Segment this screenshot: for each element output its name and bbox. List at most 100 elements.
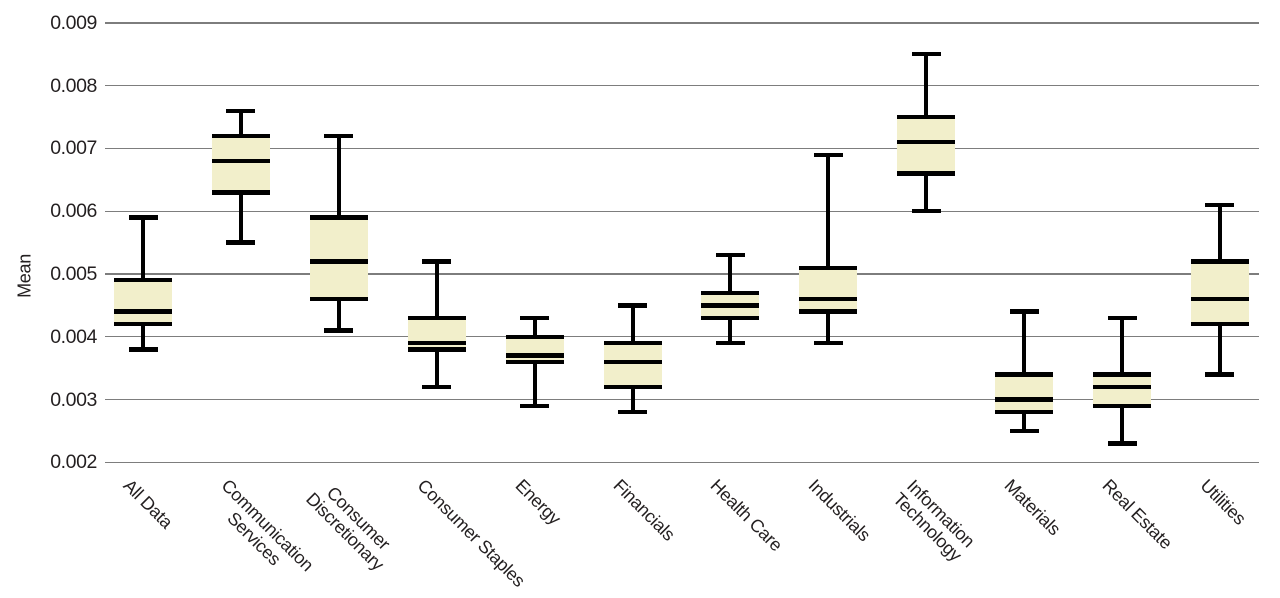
x-tick-label: Information Technology <box>889 475 979 566</box>
x-tick-label: Utilities <box>1196 475 1250 529</box>
box-iqr <box>995 374 1054 413</box>
box-bottom-edge <box>897 171 956 176</box>
median-line <box>995 397 1054 402</box>
box-iqr <box>114 280 172 325</box>
y-tick-label: 0.008 <box>50 74 97 97</box>
y-tick-label: 0.003 <box>50 388 97 411</box>
x-tick-label: All Data <box>119 475 177 533</box>
median-line <box>799 296 858 302</box>
box-bottom-edge <box>1190 322 1249 327</box>
median-line <box>1190 296 1249 302</box>
box-bottom-edge <box>603 384 662 390</box>
box-bottom-edge <box>995 409 1054 415</box>
whisker-upper-stem <box>1120 317 1124 375</box>
box-bottom-edge <box>799 309 858 314</box>
box-top-edge <box>799 265 858 270</box>
y-tick-label: 0.007 <box>50 137 97 160</box>
median-line <box>897 139 956 145</box>
whisker-upper-cap <box>1009 309 1039 314</box>
whisker-lower-stem <box>630 386 635 413</box>
box-bottom-edge <box>114 322 172 327</box>
whisker-lower-cap <box>1107 441 1137 446</box>
gridline <box>105 147 1259 150</box>
whisker-lower-stem <box>141 324 145 350</box>
whisker-lower-stem <box>1022 412 1027 431</box>
whisker-upper-cap <box>1107 315 1137 321</box>
whisker-upper-stem <box>434 261 439 318</box>
whisker-lower-stem <box>728 317 733 344</box>
box-bottom-edge <box>701 315 760 321</box>
gridline <box>105 84 1259 87</box>
whisker-lower-stem <box>1217 324 1222 375</box>
whisker-lower-stem <box>434 349 439 387</box>
whisker-lower-cap <box>324 328 354 333</box>
box-iqr <box>799 267 858 312</box>
y-tick-label: 0.009 <box>50 11 97 34</box>
whisker-upper-stem <box>532 317 537 337</box>
x-tick-label: Energy <box>511 475 565 529</box>
box-bottom-edge <box>211 190 270 195</box>
whisker-lower-stem <box>532 361 537 406</box>
box-bottom-edge <box>505 359 564 365</box>
box-iqr <box>603 343 662 387</box>
median-line <box>114 309 172 314</box>
whisker-lower-cap <box>618 409 647 415</box>
whisker-upper-cap <box>715 252 745 258</box>
whisker-upper-cap <box>618 303 647 308</box>
box-top-edge <box>897 114 956 120</box>
whisker-upper-cap <box>813 152 843 157</box>
whisker-lower-cap <box>520 403 550 408</box>
whisker-upper-stem <box>630 305 635 344</box>
box-top-edge <box>1190 259 1249 264</box>
x-tick-label: Consumer Staples <box>413 475 529 591</box>
box-top-edge <box>701 290 760 295</box>
whisker-lower-stem <box>238 192 243 243</box>
box-top-edge <box>407 315 466 321</box>
y-tick-label: 0.005 <box>50 262 97 285</box>
whisker-upper-stem <box>336 135 341 218</box>
whisker-upper-stem <box>826 154 831 268</box>
median-line <box>407 340 466 346</box>
x-tick-label: Materials <box>1000 475 1065 540</box>
whisker-upper-cap <box>1205 202 1235 208</box>
x-tick-label: Industrials <box>804 475 875 546</box>
x-tick-label: Health Care <box>706 475 787 556</box>
whisker-lower-stem <box>336 299 341 331</box>
box-iqr <box>897 117 956 174</box>
whisker-lower-cap <box>1009 428 1039 434</box>
whisker-lower-cap <box>422 384 452 390</box>
whisker-upper-cap <box>911 52 941 57</box>
whisker-upper-stem <box>238 110 243 136</box>
box-iqr <box>309 217 368 300</box>
whisker-upper-cap <box>226 108 256 113</box>
median-line <box>701 303 760 308</box>
whisker-upper-stem <box>141 217 145 281</box>
median-line <box>211 158 270 164</box>
whisker-upper-stem <box>924 54 929 118</box>
whisker-lower-stem <box>1120 405 1124 444</box>
whisker-upper-stem <box>1217 204 1222 262</box>
box-top-edge <box>603 340 662 346</box>
y-tick-label: 0.006 <box>50 200 97 223</box>
box-iqr <box>505 336 564 362</box>
box-top-edge <box>309 215 368 220</box>
box-iqr <box>1093 374 1151 406</box>
gridline <box>105 461 1259 463</box>
box-top-edge <box>114 278 172 283</box>
box-bottom-edge <box>1093 403 1151 408</box>
whisker-lower-cap <box>813 340 843 346</box>
y-tick-label: 0.002 <box>50 451 97 474</box>
median-line <box>1093 384 1151 390</box>
whisker-upper-cap <box>520 315 550 321</box>
y-tick-label: 0.004 <box>50 325 97 348</box>
whisker-upper-cap <box>422 259 452 264</box>
x-tick-label: Financials <box>609 475 679 545</box>
whisker-lower-cap <box>226 240 256 245</box>
median-line <box>603 359 662 365</box>
box-top-edge <box>995 372 1054 377</box>
x-tick-label: Real Estate <box>1098 475 1177 553</box>
whisker-lower-stem <box>826 311 831 344</box>
box-bottom-edge <box>309 296 368 302</box>
box-top-edge <box>505 334 564 339</box>
